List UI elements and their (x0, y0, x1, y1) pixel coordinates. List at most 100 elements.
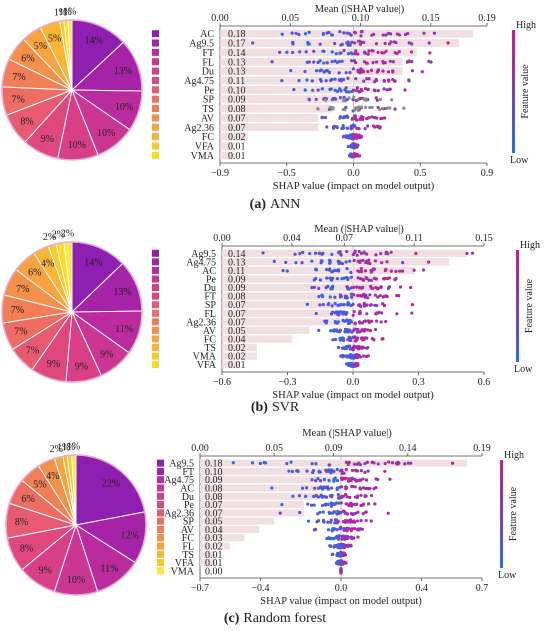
bottom-tick-label: −0.6 (213, 377, 231, 388)
pie-slice-label: 1% (67, 442, 80, 453)
legend (157, 459, 164, 575)
feature-label: VFA (195, 141, 215, 152)
shap-dot (335, 486, 339, 490)
shap-dot (346, 330, 351, 334)
value-label: 0.14 (228, 249, 246, 260)
shap-dot (335, 268, 339, 273)
value-label: 0.09 (228, 95, 246, 106)
shap-dot (365, 460, 369, 464)
shap-dot (328, 295, 332, 299)
legend-swatch (152, 361, 159, 369)
shap-dot (333, 502, 337, 506)
panel-1: 14%13%10%10%10%9%8%7%7%6%5%5%1%1%1% Mean … (1, 4, 536, 212)
shap-dot (353, 249, 357, 253)
pie-slice-label: 6% (28, 268, 41, 279)
mean-shap-bar (222, 335, 292, 343)
shap-dot (323, 319, 327, 323)
feature-label: FL (204, 309, 216, 320)
mean-shap-bar (200, 492, 319, 500)
shap-dot (372, 461, 376, 465)
shap-dot (333, 337, 338, 342)
value-label: 0.01 (228, 360, 246, 371)
mean-shap-bar (220, 104, 333, 113)
shap-dot (344, 511, 348, 515)
shap-dot (342, 546, 346, 550)
shap-dot (316, 477, 320, 481)
shap-dot (374, 319, 379, 323)
shap-dot (342, 346, 347, 350)
shap-dot (387, 276, 391, 280)
shap-dot (318, 42, 322, 46)
pie-outline (1, 241, 143, 383)
shap-dot (350, 89, 354, 94)
shap-dot (334, 52, 338, 56)
bottom-tick-label: −0.3 (278, 377, 296, 388)
legend-swatch (152, 58, 159, 66)
shap-dot (351, 346, 355, 350)
shap-dot (355, 330, 359, 334)
shap-dot (358, 527, 363, 531)
shap-dot (357, 345, 361, 349)
top-tick-label: 0.05 (282, 13, 300, 24)
shap-dot (343, 311, 347, 315)
shap-dot (318, 278, 323, 282)
shap-dot (380, 116, 384, 121)
shap-dot (341, 107, 345, 112)
shap-dot (341, 509, 345, 513)
pie-chart: 14%13%11%9%9%9%7%7%7%7%6%4%2%2%2% (1, 229, 143, 383)
shap-dot (345, 355, 349, 359)
shap-dot (371, 49, 375, 53)
shap-dot (354, 88, 359, 93)
shap-dot (426, 260, 431, 264)
shap-dot (329, 312, 334, 316)
shap-dot (380, 107, 384, 111)
shap-dot (329, 518, 333, 522)
shap-dot (360, 68, 365, 73)
colorbar-title: Feature value (508, 486, 519, 541)
shap-dot (363, 295, 367, 299)
shap-dot (368, 486, 372, 491)
legend-swatch (152, 249, 159, 257)
feature-label: VFA (197, 360, 217, 371)
shap-dot (381, 61, 386, 65)
shap-dot (290, 469, 295, 474)
shap-dot (336, 260, 341, 264)
mean-shap-bar (200, 525, 260, 533)
shap-dot (352, 462, 356, 466)
shap-dot (300, 261, 304, 265)
shap-dot (357, 90, 361, 94)
shap-dot (357, 249, 361, 254)
shap-dot (350, 353, 354, 358)
shap-dot (325, 469, 329, 473)
shap-dot (303, 32, 308, 36)
shap-dot (335, 277, 339, 281)
shap-dot (386, 511, 390, 515)
shap-dot (385, 260, 389, 264)
shap-dot (347, 477, 351, 481)
pie-slice-label: 13% (113, 287, 131, 298)
feature-label: Du (204, 283, 216, 294)
feature-label: VMA (193, 352, 217, 363)
shap-dot (421, 268, 426, 272)
feature-label: Du (182, 492, 194, 503)
shap-dot (361, 278, 366, 282)
shap-dot (344, 468, 348, 472)
shap-dot (319, 486, 323, 490)
shap-dot (366, 70, 370, 74)
pie-slice-label: 1% (57, 442, 70, 453)
top-tick-label: 0.19 (478, 13, 496, 24)
shap-dot (339, 511, 343, 515)
panel-caption-tag: (b) (251, 400, 268, 415)
shap-dot (357, 461, 361, 465)
feature-label: Ag2.36 (186, 317, 216, 328)
top-tick-label: 0.19 (473, 443, 491, 454)
value-label: 0.01 (228, 151, 246, 162)
shap-dot (352, 59, 357, 63)
shap-dot (291, 41, 295, 45)
shap-dot (344, 71, 348, 75)
pie-outline (5, 454, 147, 596)
shap-dot (314, 276, 318, 281)
shap-dot (364, 518, 368, 523)
shap-dot (310, 285, 314, 290)
pie-slice-label: 10% (68, 140, 86, 151)
